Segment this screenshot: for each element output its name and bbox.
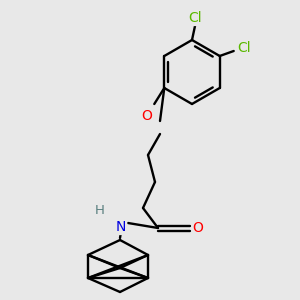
Text: O: O [141,109,152,123]
Text: N: N [116,220,126,234]
Text: Cl: Cl [188,11,202,25]
Text: O: O [193,221,203,235]
Text: H: H [95,203,105,217]
Text: Cl: Cl [237,41,250,55]
